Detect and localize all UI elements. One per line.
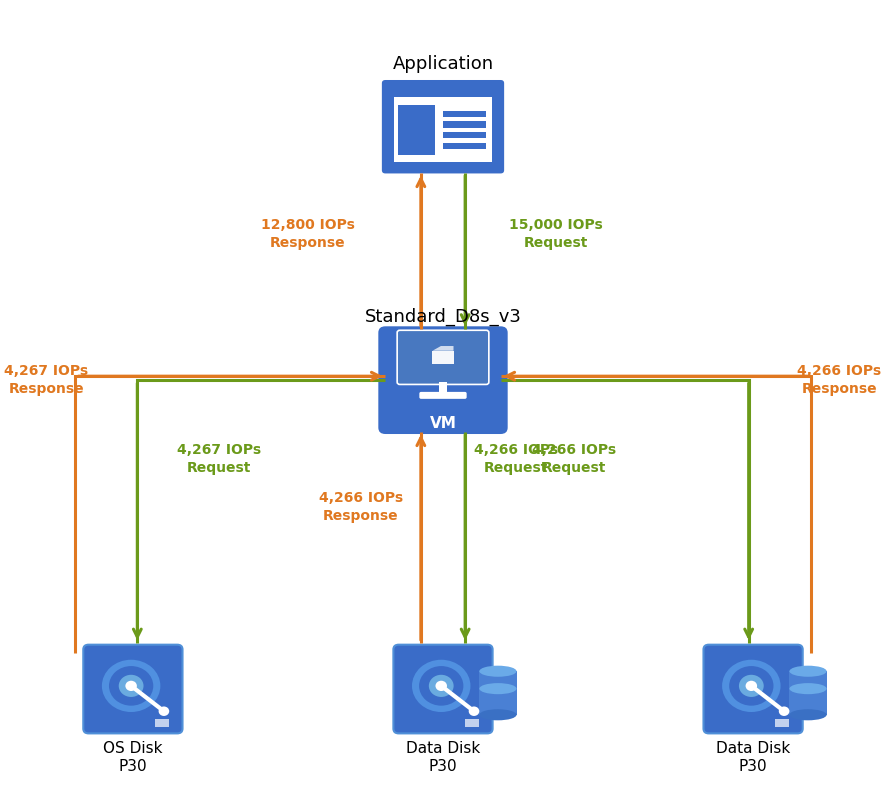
Circle shape xyxy=(125,680,136,691)
Text: Application: Application xyxy=(392,55,494,73)
Circle shape xyxy=(412,660,470,712)
Bar xyxy=(443,143,486,149)
Bar xyxy=(398,105,435,155)
Circle shape xyxy=(779,706,789,716)
Text: 15,000 IOPs
Request: 15,000 IOPs Request xyxy=(509,218,603,249)
Bar xyxy=(432,351,454,364)
Text: 4,266 IOPs
Request: 4,266 IOPs Request xyxy=(532,444,616,475)
FancyBboxPatch shape xyxy=(378,326,508,434)
Bar xyxy=(465,719,479,727)
Text: Standard_D8s_v3: Standard_D8s_v3 xyxy=(364,308,522,326)
Polygon shape xyxy=(432,346,454,351)
Ellipse shape xyxy=(789,710,827,721)
Ellipse shape xyxy=(479,683,517,694)
Circle shape xyxy=(745,680,757,691)
FancyBboxPatch shape xyxy=(393,645,493,733)
Text: 4,267 IOPs
Request: 4,267 IOPs Request xyxy=(177,444,261,475)
FancyBboxPatch shape xyxy=(703,645,803,733)
Circle shape xyxy=(739,675,764,697)
Circle shape xyxy=(729,666,773,706)
Circle shape xyxy=(469,706,479,716)
Circle shape xyxy=(102,660,160,712)
Circle shape xyxy=(429,675,454,697)
Text: Data Disk
P30: Data Disk P30 xyxy=(716,741,790,774)
Ellipse shape xyxy=(789,665,827,676)
Text: OS Disk
P30: OS Disk P30 xyxy=(103,741,163,774)
FancyBboxPatch shape xyxy=(83,645,183,733)
Bar xyxy=(439,382,447,394)
Bar xyxy=(789,671,827,714)
Text: 4,266 IOPs
Response: 4,266 IOPs Response xyxy=(797,364,882,396)
Circle shape xyxy=(159,706,169,716)
FancyBboxPatch shape xyxy=(397,330,489,384)
Text: 4,267 IOPs
Response: 4,267 IOPs Response xyxy=(4,364,89,396)
Circle shape xyxy=(419,666,463,706)
Ellipse shape xyxy=(789,683,827,694)
Bar xyxy=(443,111,486,117)
Circle shape xyxy=(435,680,447,691)
Bar xyxy=(775,719,789,727)
Circle shape xyxy=(119,675,144,697)
FancyBboxPatch shape xyxy=(382,80,504,173)
Ellipse shape xyxy=(479,710,517,721)
FancyBboxPatch shape xyxy=(419,392,467,399)
Ellipse shape xyxy=(479,665,517,676)
Circle shape xyxy=(109,666,153,706)
Text: 4,266 IOPs
Request: 4,266 IOPs Request xyxy=(474,444,558,475)
Text: 12,800 IOPs
Response: 12,800 IOPs Response xyxy=(260,218,354,249)
Bar xyxy=(479,671,517,714)
Text: VM: VM xyxy=(430,416,456,431)
Text: 4,266 IOPs
Response: 4,266 IOPs Response xyxy=(319,491,403,523)
Bar xyxy=(443,121,486,128)
Bar xyxy=(443,132,486,139)
Bar xyxy=(394,97,492,162)
Text: Data Disk
P30: Data Disk P30 xyxy=(406,741,480,774)
Circle shape xyxy=(722,660,781,712)
Bar xyxy=(155,719,169,727)
